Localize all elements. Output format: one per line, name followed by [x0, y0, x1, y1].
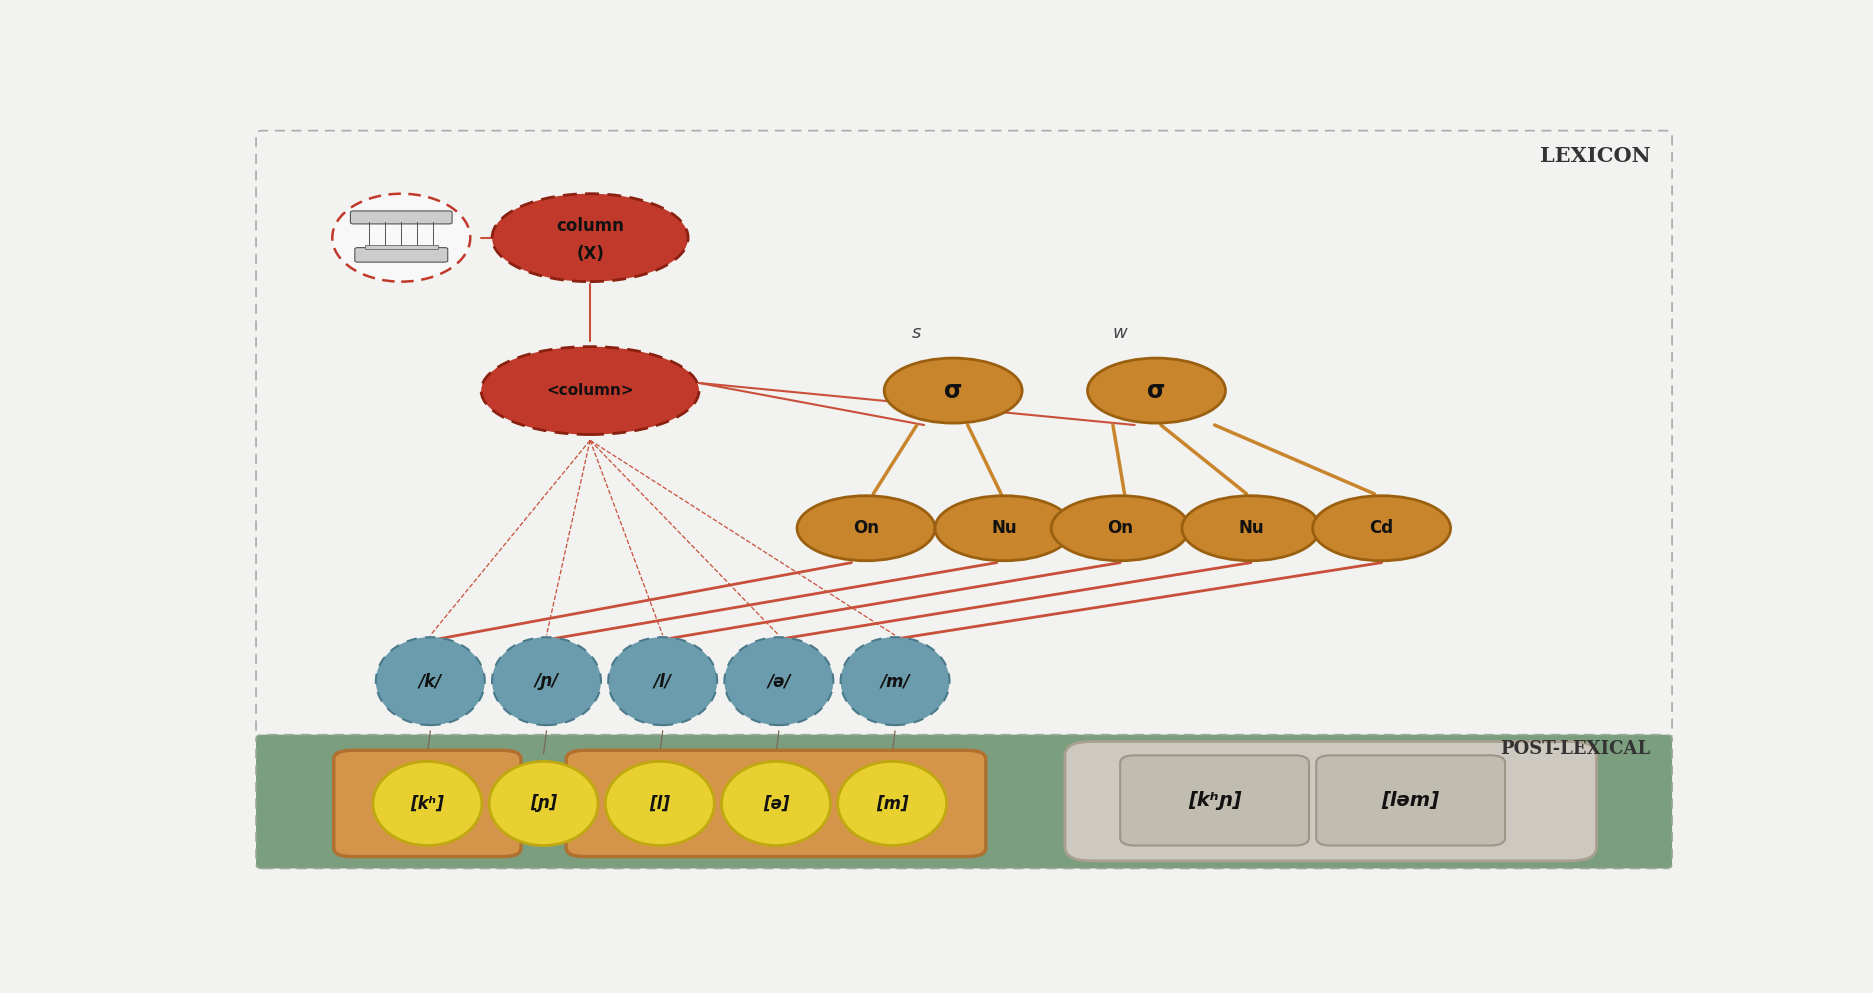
Ellipse shape: [493, 194, 687, 282]
Text: /m/: /m/: [880, 672, 910, 690]
Ellipse shape: [609, 638, 717, 725]
Text: /ə/: /ə/: [766, 672, 790, 690]
Text: [ə]: [ə]: [762, 794, 789, 812]
Ellipse shape: [796, 496, 935, 561]
Ellipse shape: [725, 638, 833, 725]
Text: On: On: [1107, 519, 1133, 537]
Ellipse shape: [1182, 496, 1319, 561]
Text: POST-LEXICAL: POST-LEXICAL: [1498, 740, 1650, 758]
Text: Nu: Nu: [991, 519, 1017, 537]
Ellipse shape: [1311, 496, 1450, 561]
Text: [m]: [m]: [875, 794, 908, 812]
FancyBboxPatch shape: [1315, 756, 1504, 846]
Text: [ləm]: [ləm]: [1380, 791, 1438, 810]
Ellipse shape: [493, 638, 601, 725]
Ellipse shape: [884, 358, 1021, 423]
FancyBboxPatch shape: [257, 131, 1671, 739]
Text: On: On: [852, 519, 878, 537]
Text: /l/: /l/: [654, 672, 671, 690]
Text: w: w: [1113, 325, 1128, 343]
FancyBboxPatch shape: [257, 735, 1671, 869]
Text: column: column: [556, 217, 624, 235]
Text: Nu: Nu: [1238, 519, 1262, 537]
Text: [ɲ]: [ɲ]: [530, 794, 556, 812]
Ellipse shape: [841, 638, 950, 725]
Ellipse shape: [1051, 496, 1189, 561]
Ellipse shape: [935, 496, 1073, 561]
Ellipse shape: [376, 638, 485, 725]
Text: /k/: /k/: [418, 672, 442, 690]
FancyBboxPatch shape: [1120, 756, 1307, 846]
Text: [l]: [l]: [648, 794, 671, 812]
Text: σ: σ: [944, 378, 963, 402]
FancyBboxPatch shape: [333, 751, 521, 857]
FancyBboxPatch shape: [566, 751, 985, 857]
Ellipse shape: [373, 762, 481, 846]
Text: [kʰɲ]: [kʰɲ]: [1187, 791, 1240, 810]
Ellipse shape: [489, 762, 597, 846]
Ellipse shape: [837, 762, 946, 846]
Text: (X): (X): [575, 245, 603, 263]
FancyBboxPatch shape: [365, 244, 436, 249]
Text: /ɲ/: /ɲ/: [534, 672, 558, 690]
Text: Cd: Cd: [1369, 519, 1394, 537]
Text: <column>: <column>: [545, 383, 633, 398]
Ellipse shape: [481, 347, 699, 435]
Text: [kʰ]: [kʰ]: [410, 794, 444, 812]
Text: LEXICON: LEXICON: [1540, 146, 1650, 166]
Text: σ: σ: [1146, 378, 1165, 402]
FancyBboxPatch shape: [1064, 742, 1596, 861]
Ellipse shape: [605, 762, 714, 846]
FancyBboxPatch shape: [354, 247, 448, 262]
Text: s: s: [912, 325, 922, 343]
FancyBboxPatch shape: [350, 211, 451, 223]
Ellipse shape: [721, 762, 830, 846]
Ellipse shape: [1086, 358, 1225, 423]
Ellipse shape: [332, 194, 470, 282]
